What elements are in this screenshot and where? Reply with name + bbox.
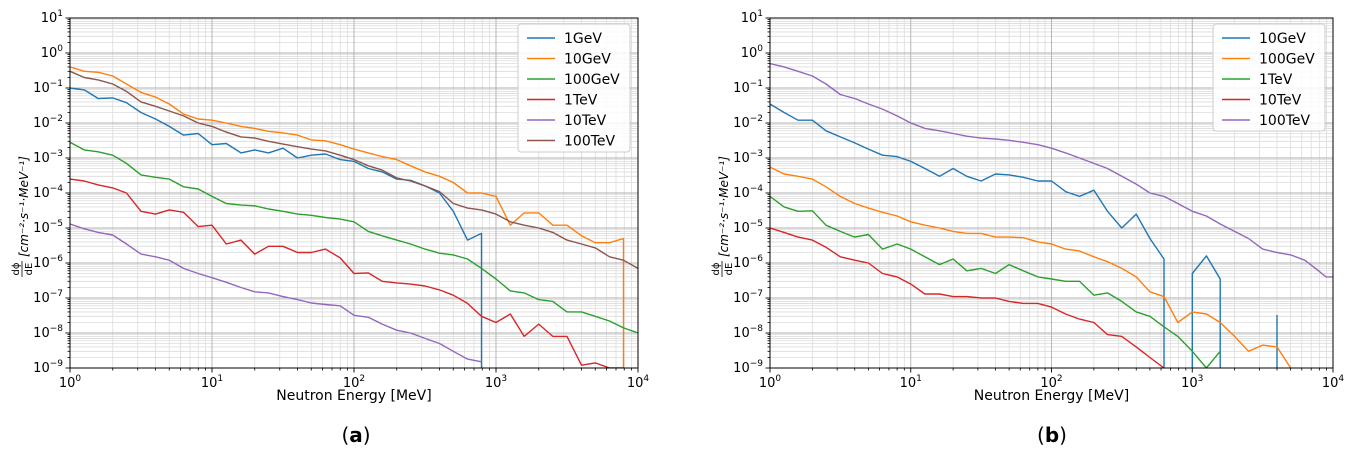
legend: 1GeV 10GeV 100GeV 1TeV 10TeV 100TeV	[517, 23, 631, 153]
series-group	[70, 66, 638, 368]
y-label-unit: [cm⁻²·s⁻¹·MeV⁻¹]	[17, 156, 31, 257]
ticks: 100 101 102 103 104 101 100 10−1 10−2 10−3 10−4 10−…	[33, 9, 649, 391]
y-tick-label: 10−2	[33, 114, 63, 131]
y-label-numerator: dϕ	[11, 262, 22, 275]
y-tick-label: 101	[41, 9, 63, 26]
legend-label-10gev: 10GeV	[1259, 31, 1306, 47]
legend-label-100tev: 100TeV	[564, 134, 616, 150]
x-tick-label: 104	[627, 374, 650, 391]
series-line-10tev	[770, 227, 1165, 368]
y-label-denominator: dE	[24, 263, 35, 276]
x-tick-label: 103	[1181, 374, 1203, 391]
y-tick-label: 10−8	[733, 324, 763, 341]
ticks: 100 101 102 103 104 101 100 10−1 10−2 10−3 10−4 10−…	[733, 9, 1344, 391]
series-line-1tev	[70, 178, 624, 368]
y-tick-label: 10−9	[733, 359, 763, 376]
y-label-unit: [cm⁻²·s⁻¹·MeV⁻¹]	[717, 156, 731, 257]
y-tick-label: 10−2	[733, 114, 763, 131]
y-tick-label: 100	[741, 44, 764, 61]
chart-panel-a: 100 101 102 103 104 101 100 10−1 10−2 10−3 10−4 10−…	[11, 9, 649, 447]
y-tick-label: 10−5	[33, 219, 63, 236]
y-axis-label: dϕ dE [cm⁻²·s⁻¹·MeV⁻¹]	[711, 156, 735, 277]
y-tick-label: 10−4	[733, 184, 763, 201]
legend-label-10tev: 10TeV	[1259, 93, 1302, 109]
y-tick-label: 10−4	[33, 184, 63, 201]
y-tick-label: 10−5	[733, 219, 763, 236]
legend-label-10gev: 10GeV	[564, 52, 611, 68]
series-line-1tev	[770, 195, 1221, 368]
x-tick-label: 100	[759, 374, 782, 391]
y-tick-label: 10−1	[33, 79, 63, 96]
legend: 10GeV 100GeV 1TeV 10TeV 100TeV	[1212, 23, 1326, 132]
y-tick-label: 10−9	[33, 359, 63, 376]
y-axis-label: dϕ dE [cm⁻²·s⁻¹·MeV⁻¹]	[11, 156, 35, 277]
x-tick-label: 102	[343, 374, 365, 391]
legend-label-1tev: 1TeV	[1259, 72, 1293, 88]
legend-box	[1212, 23, 1326, 132]
y-tick-label: 10−3	[33, 149, 63, 166]
y-tick-label: 100	[41, 44, 64, 61]
y-tick-label: 10−1	[733, 79, 763, 96]
y-tick-label: 10−7	[33, 289, 63, 306]
series-line-10gev-b	[1191, 255, 1221, 368]
series-line-10gev	[770, 103, 1165, 368]
series-line-10tev	[70, 223, 482, 363]
legend-label-100tev: 100TeV	[1259, 113, 1311, 129]
legend-label-100gev: 100GeV	[564, 72, 620, 88]
y-tick-label: 10−3	[733, 149, 763, 166]
y-label-denominator: dE	[724, 263, 735, 276]
legend-label-10tev: 10TeV	[564, 113, 607, 129]
series-line-100tev	[770, 62, 1333, 278]
series-line-100gev	[770, 166, 1292, 368]
panel-label: (a)	[341, 423, 370, 447]
x-axis-label: Neutron Energy [MeV]	[974, 388, 1129, 404]
x-tick-label: 104	[1322, 374, 1345, 391]
x-tick-label: 101	[900, 374, 922, 391]
series-line-10gev	[70, 66, 625, 368]
y-tick-label: 101	[741, 9, 763, 26]
series-group	[770, 62, 1333, 368]
y-tick-label: 10−8	[33, 324, 63, 341]
series-line-100gev	[70, 141, 638, 334]
x-tick-label: 101	[201, 374, 223, 391]
y-label-numerator: dϕ	[711, 262, 722, 275]
panel-label: (b)	[1037, 423, 1067, 447]
x-tick-label: 100	[59, 374, 82, 391]
legend-label-100gev: 100GeV	[1259, 52, 1315, 68]
y-tick-label: 10−6	[733, 254, 763, 271]
legend-label-1gev: 1GeV	[564, 31, 602, 47]
x-tick-label: 103	[485, 374, 507, 391]
y-tick-label: 10−7	[733, 289, 763, 306]
series-line-100tev	[70, 70, 638, 270]
legend-label-1tev: 1TeV	[564, 93, 598, 109]
x-tick-label: 102	[1040, 374, 1062, 391]
chart-panel-b: 100 101 102 103 104 101 100 10−1 10−2 10−3 10−4 10−…	[711, 9, 1344, 447]
x-axis-label: Neutron Energy [MeV]	[276, 388, 431, 404]
y-tick-label: 10−6	[33, 254, 63, 271]
